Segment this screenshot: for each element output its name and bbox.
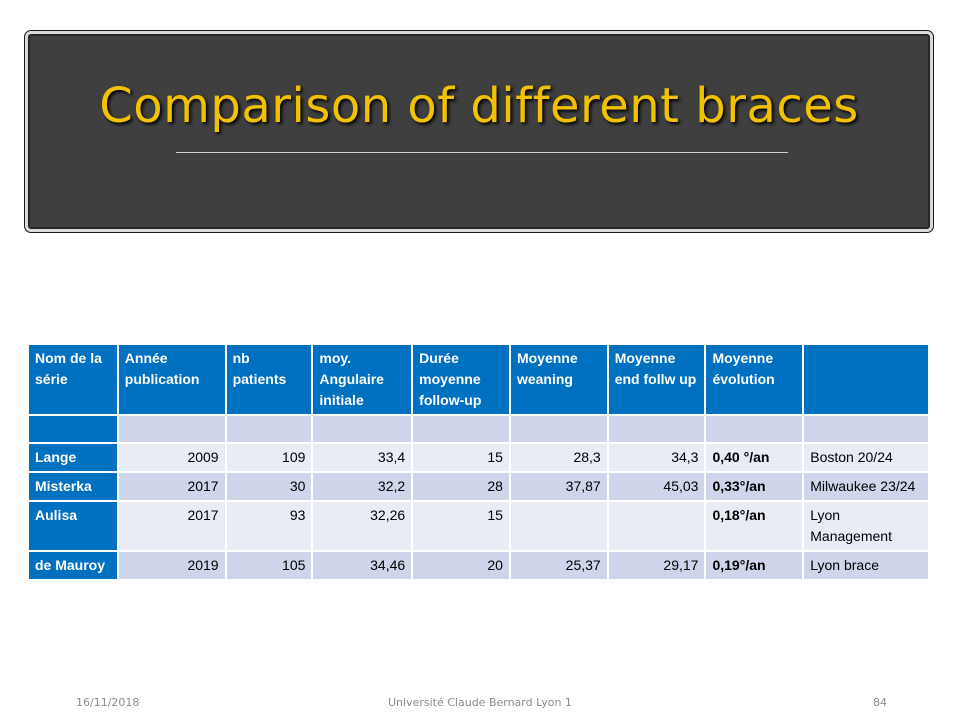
table-cell: 34,46 [311, 550, 414, 581]
table-cell [606, 414, 707, 444]
table-header-row: Nom de la série Année publication nb pat… [27, 343, 930, 416]
table-cell: 32,2 [311, 471, 414, 502]
table-cell [224, 414, 314, 444]
row-header-cell: Misterka [27, 471, 119, 502]
table-row-empty [27, 414, 930, 444]
table-cell: 45,03 [606, 471, 707, 502]
table-cell [508, 500, 609, 552]
comparison-table: Nom de la série Année publication nb pat… [27, 343, 930, 581]
footer-institution: Université Claude Bernard Lyon 1 [388, 696, 572, 709]
table-cell: 28,3 [508, 442, 609, 473]
table-cell: 0,40 °/an [704, 442, 805, 473]
table-cell: 29,17 [606, 550, 707, 581]
table-cell: 37,87 [508, 471, 609, 502]
table-row: Misterka 2017 30 32,2 28 37,87 45,03 0,3… [27, 471, 930, 502]
table-cell [508, 414, 609, 444]
table-cell: 2019 [116, 550, 227, 581]
table-row: Lange 2009 109 33,4 15 28,3 34,3 0,40 °/… [27, 442, 930, 473]
table-cell: 2017 [116, 471, 227, 502]
slide-title: Comparison of different braces [99, 78, 859, 134]
table-cell: Lyon Management [802, 500, 930, 552]
table-cell [311, 414, 414, 444]
table-cell [411, 414, 511, 444]
table-cell: 0,19°/an [704, 550, 805, 581]
table-cell: 15 [411, 442, 511, 473]
title-divider [176, 152, 788, 153]
table-cell: 30 [224, 471, 314, 502]
footer-date: 16/11/2018 [76, 696, 140, 709]
table-cell: 2009 [116, 442, 227, 473]
header-cell: Année publication [116, 343, 227, 416]
table-cell: 0,33°/an [704, 471, 805, 502]
table-cell [802, 414, 930, 444]
table-cell: 33,4 [311, 442, 414, 473]
row-header-cell: Aulisa [27, 500, 119, 552]
table-cell: 0,18°/an [704, 500, 805, 552]
footer-page-number: 84 [873, 696, 887, 709]
header-cell: Moyenne weaning [508, 343, 609, 416]
table-cell: 93 [224, 500, 314, 552]
title-box: Comparison of different braces [25, 31, 933, 232]
row-header-cell [27, 414, 119, 444]
row-header-cell: de Mauroy [27, 550, 119, 581]
header-cell [802, 343, 930, 416]
table-cell [606, 500, 707, 552]
table-cell: 105 [224, 550, 314, 581]
table-cell: 34,3 [606, 442, 707, 473]
header-cell: Moyenne end follw up [606, 343, 707, 416]
table-cell: Milwaukee 23/24 [802, 471, 930, 502]
table-cell: 2017 [116, 500, 227, 552]
header-cell: Moyenne évolution [704, 343, 805, 416]
table-cell: 15 [411, 500, 511, 552]
header-cell: nb patients [224, 343, 314, 416]
row-header-cell: Lange [27, 442, 119, 473]
table-cell: 32,26 [311, 500, 414, 552]
table-cell: Lyon brace [802, 550, 930, 581]
table-cell: Boston 20/24 [802, 442, 930, 473]
table-cell: 28 [411, 471, 511, 502]
table-row: de Mauroy 2019 105 34,46 20 25,37 29,17 … [27, 550, 930, 581]
table-cell [116, 414, 227, 444]
table-cell [704, 414, 805, 444]
table-cell: 20 [411, 550, 511, 581]
table-row: Aulisa 2017 93 32,26 15 0,18°/an Lyon Ma… [27, 500, 930, 552]
header-cell: moy. Angulaire initiale [311, 343, 414, 416]
table-cell: 25,37 [508, 550, 609, 581]
table-cell: 109 [224, 442, 314, 473]
header-cell: Durée moyenne follow-up [411, 343, 511, 416]
header-cell: Nom de la série [27, 343, 119, 416]
